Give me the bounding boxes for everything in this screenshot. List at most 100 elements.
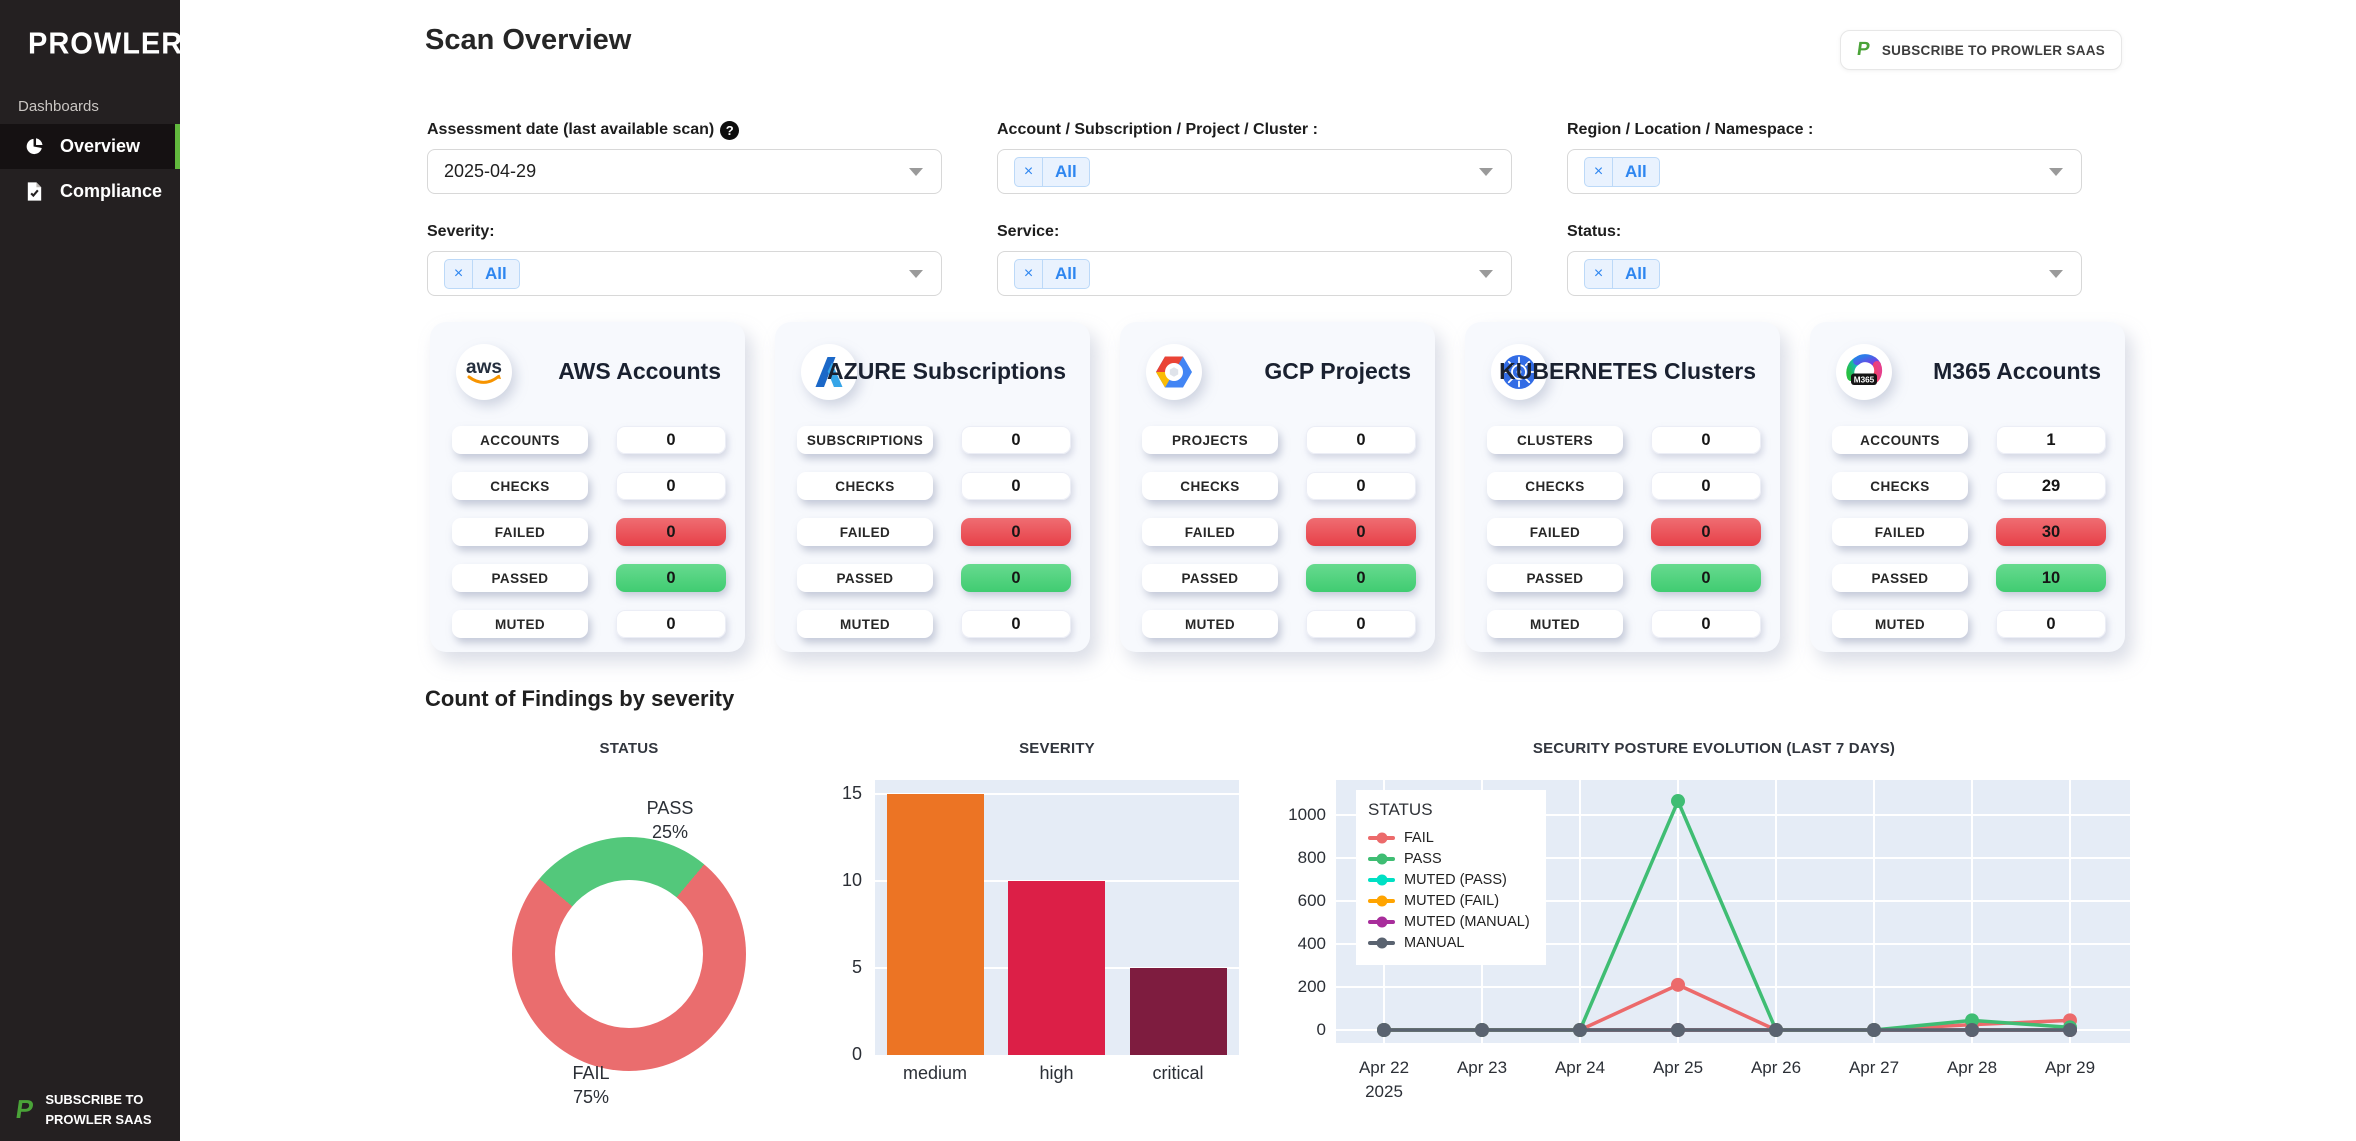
- legend-item-muted-manual-[interactable]: MUTED (MANUAL): [1368, 911, 1534, 932]
- filter-chip: × All: [1584, 156, 1660, 187]
- filter-service: Service: × All: [997, 222, 1512, 296]
- x-axis-tick: critical: [1152, 1063, 1204, 1083]
- provider-cards-row: aws AWS Accounts ACCOUNTS 0 CHECKS 0 FAILED 0 PA…: [430, 322, 2125, 652]
- legend-swatch: [1368, 940, 1395, 945]
- filter-select-region[interactable]: × All: [1567, 149, 2082, 194]
- stat-row-clusters: CLUSTERS 0: [1465, 418, 1780, 464]
- legend-label: MUTED (PASS): [1404, 871, 1507, 888]
- stat-row-accounts: ACCOUNTS 0: [430, 418, 745, 464]
- provider-card-rows: SUBSCRIPTIONS 0 CHECKS 0 FAILED 0 PASSED 0 MUTED…: [775, 418, 1090, 648]
- legend-item-muted-fail-[interactable]: MUTED (FAIL): [1368, 890, 1534, 911]
- page-title: Scan Overview: [425, 24, 632, 56]
- sidebar-section-label: Dashboards: [18, 98, 99, 115]
- chip-label: All: [1055, 161, 1077, 181]
- y-axis-tick: 400: [1297, 934, 1326, 953]
- severity-chart-title: SEVERITY: [1019, 740, 1095, 757]
- findings-heading: Count of Findings by severity: [425, 686, 735, 711]
- series-marker: [1475, 1023, 1489, 1037]
- compliance-doc-icon: [24, 181, 45, 202]
- stat-label: MUTED: [1142, 610, 1278, 638]
- aws-icon: aws: [456, 344, 512, 400]
- donut-hole: [555, 880, 703, 1028]
- stat-value-passed: 0: [1651, 564, 1761, 592]
- stat-row-muted: MUTED 0: [1120, 602, 1435, 648]
- stat-label: PASSED: [452, 564, 588, 592]
- filter-select-status[interactable]: × All: [1567, 251, 2082, 296]
- provider-card-rows: ACCOUNTS 0 CHECKS 0 FAILED 0 PASSED 0 MUTED 0: [430, 418, 745, 648]
- stat-value-plain: 0: [1651, 610, 1761, 638]
- filter-select-account[interactable]: × All: [997, 149, 1512, 194]
- stat-value-plain: 0: [616, 610, 726, 638]
- legend-item-fail[interactable]: FAIL: [1368, 827, 1534, 848]
- filter-select-severity[interactable]: × All: [427, 251, 942, 296]
- series-marker: [1573, 1023, 1587, 1037]
- chip-remove-icon[interactable]: ×: [1585, 259, 1613, 288]
- legend-item-muted-pass-[interactable]: MUTED (PASS): [1368, 869, 1534, 890]
- stat-value-plain: 29: [1996, 472, 2106, 500]
- filter-status: Status: × All: [1567, 222, 2082, 296]
- posture-chart-legend: STATUS FAIL PASS MUTED (PASS) MUTED (FAIL) M…: [1356, 790, 1546, 965]
- status-donut-chart: [512, 837, 746, 1071]
- filter-select-assessment-date[interactable]: 2025-04-29: [427, 149, 942, 194]
- chip-label: All: [1625, 161, 1647, 181]
- stat-value-passed: 0: [616, 564, 726, 592]
- svg-text:aws: aws: [466, 357, 502, 378]
- filter-label-text: Severity:: [427, 223, 495, 240]
- stat-label: MUTED: [1487, 610, 1623, 638]
- stat-value-failed: 0: [961, 518, 1071, 546]
- filter-label-text: Assessment date (last available scan): [427, 121, 715, 138]
- stat-label: CHECKS: [452, 472, 588, 500]
- stat-label: MUTED: [452, 610, 588, 638]
- legend-item-manual[interactable]: MANUAL: [1368, 932, 1534, 953]
- filter-select-service[interactable]: × All: [997, 251, 1512, 296]
- provider-card-title: AZURE Subscriptions: [827, 358, 1066, 384]
- filter-severity: Severity: × All: [427, 222, 942, 296]
- legend-swatch: [1368, 877, 1395, 882]
- m365-icon: M365: [1836, 344, 1892, 400]
- sidebar-subscribe-label: SUBSCRIBE TO PROWLER SAAS: [45, 1092, 152, 1127]
- stat-value-plain: 0: [1306, 472, 1416, 500]
- stat-row-failed: FAILED 0: [775, 510, 1090, 556]
- legend-label: FAIL: [1404, 829, 1434, 846]
- donut-fail-label: FAIL 75%: [572, 1063, 610, 1108]
- y-axis-tick: 0: [851, 1044, 862, 1064]
- help-icon[interactable]: ?: [720, 120, 740, 140]
- y-axis-tick: 800: [1297, 848, 1326, 867]
- sidebar-item-overview[interactable]: Overview: [0, 124, 180, 169]
- subscribe-saas-button[interactable]: P SUBSCRIBE TO PROWLER SAAS: [1840, 30, 2122, 70]
- chevron-down-icon: [1479, 269, 1493, 278]
- series-marker: [1377, 1023, 1391, 1037]
- prowler-logo: PROWLER: [28, 27, 184, 61]
- stat-row-checks: CHECKS 0: [430, 464, 745, 510]
- stat-row-projects: PROJECTS 0: [1120, 418, 1435, 464]
- sidebar-subscribe-link[interactable]: P SUBSCRIBE TO PROWLER SAAS: [14, 1090, 174, 1129]
- legend-item-pass[interactable]: PASS: [1368, 848, 1534, 869]
- stat-value-passed: 0: [1306, 564, 1416, 592]
- y-axis-tick: 5: [851, 957, 862, 977]
- status-chart-title: STATUS: [599, 740, 659, 757]
- gridline: [875, 793, 1239, 795]
- provider-card-title: GCP Projects: [1264, 358, 1411, 384]
- chip-remove-icon[interactable]: ×: [1015, 259, 1043, 288]
- legend-label: PASS: [1404, 850, 1442, 867]
- provider-card-title: M365 Accounts: [1933, 358, 2101, 384]
- y-axis-tick: 200: [1297, 977, 1326, 996]
- chip-remove-icon[interactable]: ×: [1585, 157, 1613, 186]
- stat-label: SUBSCRIPTIONS: [797, 426, 933, 454]
- chevron-down-icon: [909, 167, 923, 176]
- stat-label: CLUSTERS: [1487, 426, 1623, 454]
- legend-label: MUTED (FAIL): [1404, 892, 1500, 909]
- series-marker: [2063, 1023, 2077, 1037]
- sidebar-item-compliance[interactable]: Compliance: [0, 169, 180, 214]
- stat-row-failed: FAILED 0: [430, 510, 745, 556]
- stat-label: CHECKS: [797, 472, 933, 500]
- filter-account: Account / Subscription / Project / Clust…: [997, 120, 1512, 194]
- chip-remove-icon[interactable]: ×: [445, 259, 473, 288]
- series-marker: [1965, 1023, 1979, 1037]
- provider-card-rows: CLUSTERS 0 CHECKS 0 FAILED 0 PASSED 0 MUTED 0: [1465, 418, 1780, 648]
- chip-remove-icon[interactable]: ×: [1015, 157, 1043, 186]
- posture-line-svg: [1336, 780, 2130, 1043]
- stat-value-plain: 0: [1651, 472, 1761, 500]
- pie-chart-icon: [24, 136, 45, 157]
- stat-label: MUTED: [1832, 610, 1968, 638]
